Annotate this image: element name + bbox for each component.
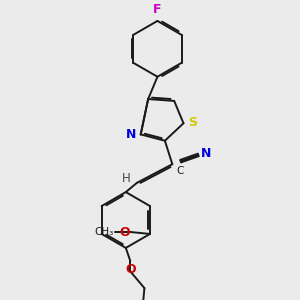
Text: N: N [125,128,136,141]
Text: O: O [125,263,136,276]
Text: H: H [122,172,131,185]
Text: C: C [177,166,184,176]
Text: CH₃: CH₃ [94,227,114,237]
Text: O: O [119,226,130,238]
Text: F: F [153,3,162,16]
Text: N: N [201,147,212,160]
Text: S: S [188,116,197,129]
